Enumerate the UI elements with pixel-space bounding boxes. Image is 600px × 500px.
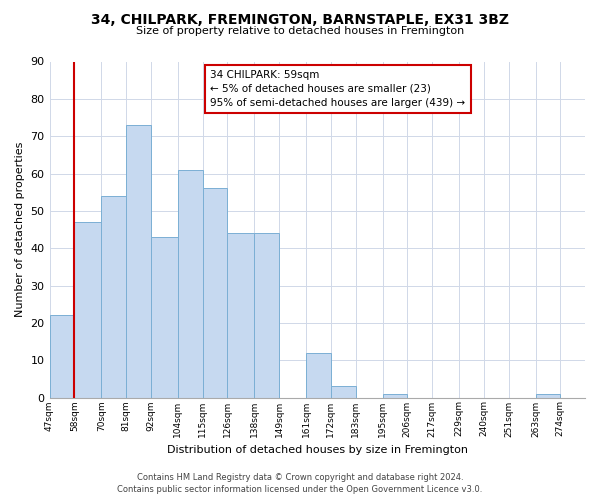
Text: Contains HM Land Registry data © Crown copyright and database right 2024.
Contai: Contains HM Land Registry data © Crown c… bbox=[118, 472, 482, 494]
Bar bbox=[331, 386, 356, 398]
Bar bbox=[178, 170, 203, 398]
Bar bbox=[151, 237, 178, 398]
Bar bbox=[101, 196, 126, 398]
Bar bbox=[536, 394, 560, 398]
Y-axis label: Number of detached properties: Number of detached properties bbox=[15, 142, 25, 317]
Bar bbox=[306, 352, 331, 398]
Bar bbox=[203, 188, 227, 398]
Bar bbox=[126, 125, 151, 398]
Text: Size of property relative to detached houses in Fremington: Size of property relative to detached ho… bbox=[136, 26, 464, 36]
Bar bbox=[254, 233, 279, 398]
Bar bbox=[227, 233, 254, 398]
Bar bbox=[50, 316, 74, 398]
Text: 34, CHILPARK, FREMINGTON, BARNSTAPLE, EX31 3BZ: 34, CHILPARK, FREMINGTON, BARNSTAPLE, EX… bbox=[91, 12, 509, 26]
Bar bbox=[74, 222, 101, 398]
Bar bbox=[383, 394, 407, 398]
X-axis label: Distribution of detached houses by size in Fremington: Distribution of detached houses by size … bbox=[167, 445, 468, 455]
Text: 34 CHILPARK: 59sqm
← 5% of detached houses are smaller (23)
95% of semi-detached: 34 CHILPARK: 59sqm ← 5% of detached hous… bbox=[210, 70, 466, 108]
